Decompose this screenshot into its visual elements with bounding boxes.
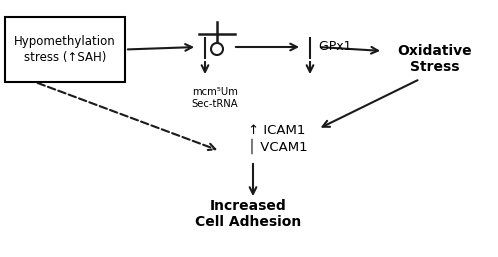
Text: Oxidative
Stress: Oxidative Stress xyxy=(398,44,472,74)
Text: Hypomethylation
stress (↑SAH): Hypomethylation stress (↑SAH) xyxy=(14,35,116,63)
FancyBboxPatch shape xyxy=(5,17,125,82)
Text: mcm⁵Um
Sec-tRNA: mcm⁵Um Sec-tRNA xyxy=(192,87,239,109)
Text: ↑ ICAM1
│ VCAM1: ↑ ICAM1 │ VCAM1 xyxy=(248,124,308,154)
Text: GPx1: GPx1 xyxy=(315,41,352,53)
Text: Increased
Cell Adhesion: Increased Cell Adhesion xyxy=(195,199,301,229)
Circle shape xyxy=(211,43,223,55)
